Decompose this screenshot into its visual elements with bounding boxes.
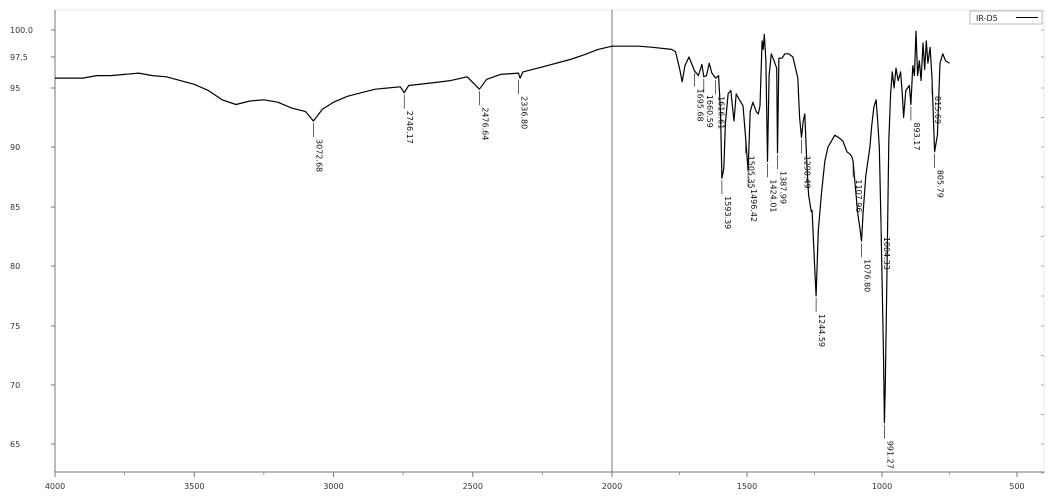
y-tick-label: 90 bbox=[10, 143, 20, 152]
peak-label: 2336.80 bbox=[519, 96, 528, 129]
y-tick-label: 100.0 bbox=[10, 26, 33, 35]
y-tick-label: 95 bbox=[10, 84, 20, 93]
peak-label: 893.17 bbox=[912, 122, 921, 150]
trace-group bbox=[55, 30, 950, 424]
series-line bbox=[55, 30, 950, 424]
peak-label: 1244.59 bbox=[817, 314, 826, 347]
peak-label: 1593.39 bbox=[723, 196, 732, 229]
peak-label: 1505.35 bbox=[747, 156, 756, 189]
y-tick-label: 97.5 bbox=[10, 53, 28, 62]
peak-label: 1616.61 bbox=[717, 96, 726, 129]
peak-label: 1660.59 bbox=[705, 95, 714, 128]
x-tick-label: 3500 bbox=[184, 482, 204, 491]
x-ticks-group: 4000 3500 3000 2500 2000 1500 1000 500 bbox=[45, 472, 1025, 491]
y-tick-label: 80 bbox=[10, 262, 20, 271]
peak-label: 991.27 bbox=[885, 441, 894, 469]
y-tick-label: 75 bbox=[10, 322, 20, 331]
x-tick-label: 1500 bbox=[737, 482, 757, 491]
peak-label: 1076.80 bbox=[862, 259, 871, 292]
x-tick-label: 4000 bbox=[45, 482, 65, 491]
peak-label: 1107.96 bbox=[854, 179, 863, 212]
y-tick-label: 65 bbox=[10, 440, 20, 449]
peak-label: 805.79 bbox=[936, 170, 945, 198]
y-tick-label: 85 bbox=[10, 203, 20, 212]
peak-label: 815.69 bbox=[933, 96, 942, 124]
x-tick-label: 1000 bbox=[872, 482, 892, 491]
x-tick-label: 500 bbox=[1009, 482, 1024, 491]
y-tick-label: 70 bbox=[10, 381, 20, 390]
peak-labels-group: 3072.68 2746.17 2476.64 2336.80 1695.68 1660.… bbox=[313, 72, 945, 469]
x-tick-label: 3000 bbox=[323, 482, 343, 491]
legend-label: IR-D5 bbox=[976, 14, 998, 23]
peak-label: 2746.17 bbox=[405, 111, 414, 144]
y-ticks-group: 100.097.59590858075706560 bbox=[10, 26, 1044, 474]
peak-label: 1004.33 bbox=[882, 237, 891, 270]
peak-label: 2476.64 bbox=[480, 107, 489, 140]
axes-group bbox=[54, 9, 1045, 473]
peak-label: 1424.01 bbox=[769, 179, 778, 212]
peak-label: 1695.68 bbox=[695, 89, 704, 122]
x-tick-label: 2500 bbox=[463, 482, 483, 491]
peak-label: 1298.49 bbox=[803, 156, 812, 189]
x-tick-label: 2000 bbox=[602, 482, 622, 491]
legend-box bbox=[969, 10, 1043, 25]
legend: IR-D5 bbox=[969, 10, 1043, 25]
peak-label: 3072.68 bbox=[314, 139, 323, 172]
peak-label: 1496.42 bbox=[749, 189, 758, 222]
peak-label: 1387.99 bbox=[779, 171, 788, 204]
